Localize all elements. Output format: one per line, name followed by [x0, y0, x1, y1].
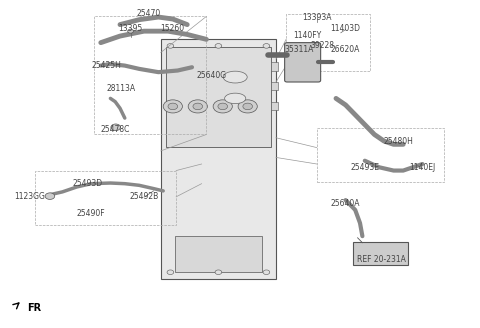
Circle shape: [167, 270, 174, 275]
Text: 25470: 25470: [137, 9, 161, 18]
Text: 39228: 39228: [311, 41, 335, 50]
Text: 13393A: 13393A: [302, 12, 332, 22]
FancyBboxPatch shape: [166, 47, 271, 147]
Circle shape: [111, 124, 120, 131]
Text: 1140FY: 1140FY: [293, 31, 321, 40]
Text: 11403D: 11403D: [331, 24, 360, 33]
Circle shape: [263, 44, 270, 48]
Text: 25492B: 25492B: [130, 192, 158, 201]
Circle shape: [193, 103, 203, 110]
Text: 25490F: 25490F: [77, 209, 106, 218]
Circle shape: [263, 270, 270, 275]
Circle shape: [215, 44, 222, 48]
Circle shape: [218, 103, 228, 110]
Bar: [35, 171, 176, 225]
Text: 35311A: 35311A: [285, 45, 314, 54]
Bar: [94, 16, 206, 134]
FancyBboxPatch shape: [161, 39, 276, 279]
Text: 1140EJ: 1140EJ: [409, 163, 435, 172]
FancyBboxPatch shape: [271, 62, 278, 71]
Text: 25640A: 25640A: [331, 199, 360, 208]
Text: 28113A: 28113A: [107, 84, 135, 93]
Circle shape: [167, 44, 174, 48]
Ellipse shape: [223, 71, 247, 83]
Circle shape: [128, 29, 133, 33]
Circle shape: [213, 100, 232, 113]
Circle shape: [238, 100, 257, 113]
FancyBboxPatch shape: [271, 82, 278, 90]
Text: 25425H: 25425H: [92, 61, 121, 70]
Text: 1123GG: 1123GG: [14, 192, 45, 201]
Ellipse shape: [225, 93, 246, 104]
Text: 25493E: 25493E: [350, 163, 379, 172]
Circle shape: [243, 103, 252, 110]
FancyBboxPatch shape: [271, 102, 278, 110]
Text: 25480H: 25480H: [384, 136, 413, 146]
FancyBboxPatch shape: [353, 242, 408, 265]
Text: FR: FR: [27, 303, 41, 313]
FancyBboxPatch shape: [285, 43, 321, 82]
Bar: [317, 128, 444, 182]
Text: 15260: 15260: [160, 24, 184, 33]
Text: 25640G: 25640G: [196, 71, 226, 80]
Circle shape: [168, 103, 178, 110]
Circle shape: [45, 193, 55, 199]
Text: 26620A: 26620A: [331, 45, 360, 54]
FancyBboxPatch shape: [175, 236, 262, 272]
Bar: [286, 14, 370, 71]
Text: 13395: 13395: [119, 24, 143, 33]
Circle shape: [163, 100, 182, 113]
Text: 25478C: 25478C: [100, 125, 130, 134]
Text: REF 20-231A: REF 20-231A: [357, 255, 406, 264]
Circle shape: [188, 100, 207, 113]
Circle shape: [215, 270, 222, 275]
Text: 25493D: 25493D: [72, 178, 102, 188]
